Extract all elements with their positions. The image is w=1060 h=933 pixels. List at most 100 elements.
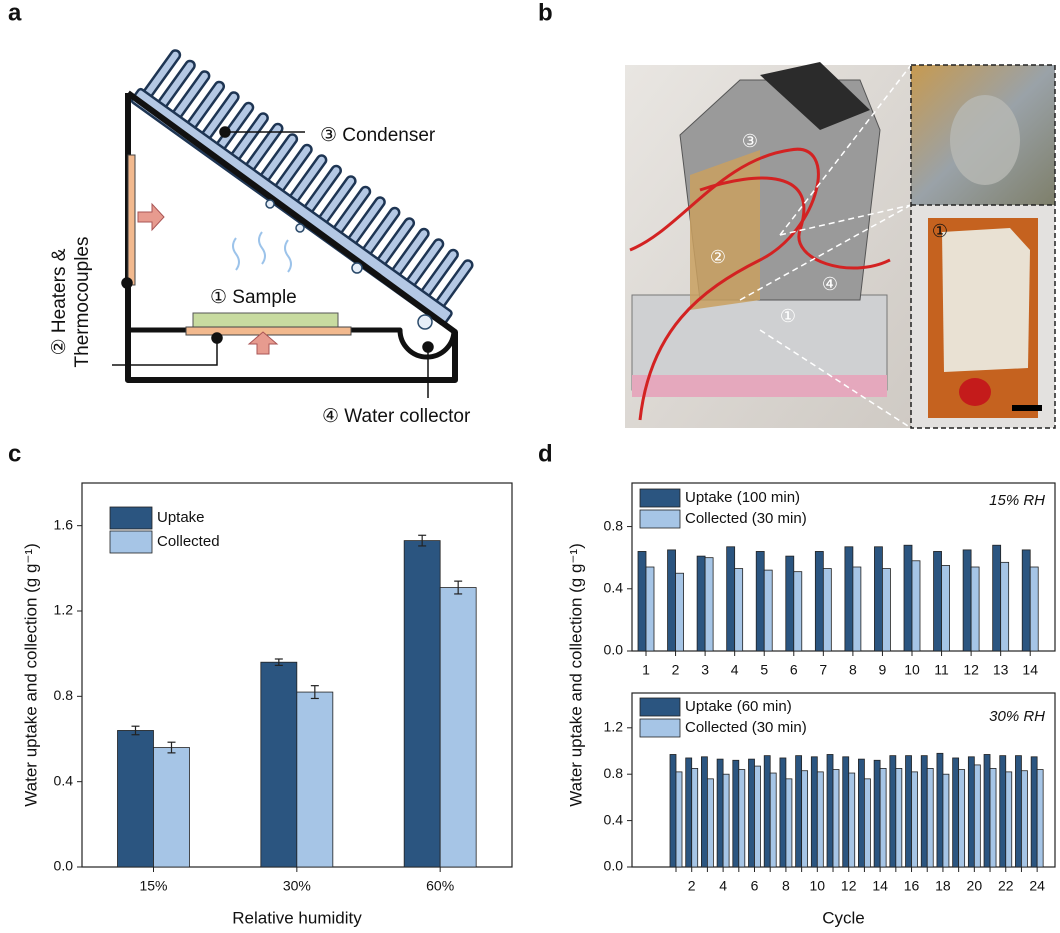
schematic: ③ Condenser ① Sample ④ Water collector ②… bbox=[49, 49, 474, 427]
bar bbox=[738, 769, 746, 868]
x-tick-label: 18 bbox=[935, 878, 951, 894]
x-tick-label: 20 bbox=[967, 878, 983, 894]
legend-label: Uptake bbox=[157, 509, 205, 526]
bar bbox=[763, 755, 771, 868]
bar bbox=[754, 765, 761, 868]
bar bbox=[911, 560, 921, 652]
legend-swatch bbox=[109, 506, 153, 530]
legend-swatch bbox=[639, 488, 681, 508]
bar bbox=[769, 772, 777, 868]
sample-label: ① Sample bbox=[210, 287, 297, 308]
x-axis-label: Cycle bbox=[822, 908, 865, 927]
bar bbox=[1036, 769, 1044, 868]
y-tick-label: 1.2 bbox=[604, 719, 624, 735]
x-tick-label: 10 bbox=[904, 662, 920, 678]
bar bbox=[260, 661, 298, 868]
bar bbox=[296, 691, 334, 868]
x-tick-label: 60% bbox=[426, 878, 454, 894]
bar bbox=[911, 771, 918, 868]
bar bbox=[1021, 549, 1031, 652]
bar bbox=[707, 778, 714, 868]
y-tick-label: 0.8 bbox=[604, 517, 624, 533]
bar bbox=[696, 555, 706, 652]
bar bbox=[669, 754, 677, 868]
bar bbox=[439, 587, 477, 868]
y-tick-label: 0.4 bbox=[604, 579, 624, 595]
bar bbox=[1005, 771, 1013, 868]
bar bbox=[704, 557, 714, 652]
bar bbox=[793, 571, 803, 652]
legend-swatch bbox=[639, 509, 681, 529]
x-tick-label: 8 bbox=[782, 878, 790, 894]
panel-label: b bbox=[538, 0, 553, 26]
bar bbox=[882, 568, 891, 652]
bar bbox=[734, 568, 744, 652]
bar bbox=[832, 769, 840, 868]
bar bbox=[905, 755, 912, 868]
bar bbox=[933, 551, 942, 652]
x-tick-label: 3 bbox=[701, 662, 709, 678]
x-tick-label: 14 bbox=[1022, 662, 1038, 678]
x-tick-label: 8 bbox=[849, 662, 857, 678]
bar bbox=[895, 768, 903, 868]
x-tick-label: 4 bbox=[731, 662, 739, 678]
y-axis-label: Water uptake and collection (g g⁻¹) bbox=[566, 543, 585, 806]
x-tick-label: 22 bbox=[998, 878, 1014, 894]
bar bbox=[722, 773, 730, 868]
bar bbox=[748, 758, 755, 868]
bar bbox=[826, 754, 834, 868]
y-tick-label: 0.0 bbox=[604, 858, 624, 874]
collector-label: ④ Water collector bbox=[322, 406, 471, 427]
bar bbox=[844, 546, 854, 652]
bar bbox=[989, 768, 997, 868]
bar bbox=[785, 555, 795, 652]
bar bbox=[983, 754, 991, 868]
x-axis-label: Relative humidity bbox=[232, 908, 362, 927]
x-tick-label: 7 bbox=[819, 662, 827, 678]
bar bbox=[842, 756, 850, 868]
bar bbox=[117, 730, 154, 868]
bar bbox=[785, 778, 793, 868]
x-tick-label: 14 bbox=[872, 878, 888, 894]
bar bbox=[920, 755, 928, 868]
x-tick-label: 24 bbox=[1029, 878, 1045, 894]
bar bbox=[858, 758, 865, 868]
bar bbox=[403, 540, 441, 868]
photo-label: ③ bbox=[742, 131, 758, 151]
bar bbox=[926, 768, 934, 868]
bar bbox=[1021, 770, 1028, 868]
legend-label: Collected (30 min) bbox=[685, 510, 807, 527]
bar bbox=[992, 544, 1002, 652]
bar bbox=[942, 773, 950, 868]
bar bbox=[952, 757, 960, 868]
x-tick-label: 16 bbox=[904, 878, 920, 894]
bar bbox=[936, 752, 944, 868]
bar bbox=[958, 769, 966, 868]
x-tick-label: 5 bbox=[760, 662, 768, 678]
y-tick-label: 0.4 bbox=[604, 811, 624, 827]
legend-swatch bbox=[639, 718, 681, 738]
bar bbox=[999, 755, 1007, 868]
bar bbox=[864, 778, 871, 868]
y-tick-label: 1.2 bbox=[54, 602, 74, 618]
legend-label: Collected bbox=[157, 533, 220, 550]
x-tick-label: 4 bbox=[719, 878, 727, 894]
legend-swatch bbox=[109, 530, 153, 554]
bar bbox=[755, 551, 765, 652]
y-tick-label: 1.6 bbox=[54, 516, 74, 532]
error-bar bbox=[310, 685, 319, 700]
x-tick-label: 9 bbox=[879, 662, 887, 678]
bar bbox=[645, 566, 655, 652]
bar bbox=[1029, 566, 1039, 652]
condenser bbox=[130, 49, 474, 326]
x-tick-label: 10 bbox=[810, 878, 826, 894]
x-tick-label: 11 bbox=[934, 662, 949, 678]
error-bar bbox=[274, 658, 283, 667]
legend-label: Uptake (60 min) bbox=[685, 698, 792, 715]
bar bbox=[675, 771, 683, 868]
bar bbox=[970, 566, 980, 652]
y-tick-label: 0.4 bbox=[54, 772, 74, 788]
x-tick-label: 12 bbox=[963, 662, 979, 678]
photo-label: ④ bbox=[822, 274, 838, 294]
